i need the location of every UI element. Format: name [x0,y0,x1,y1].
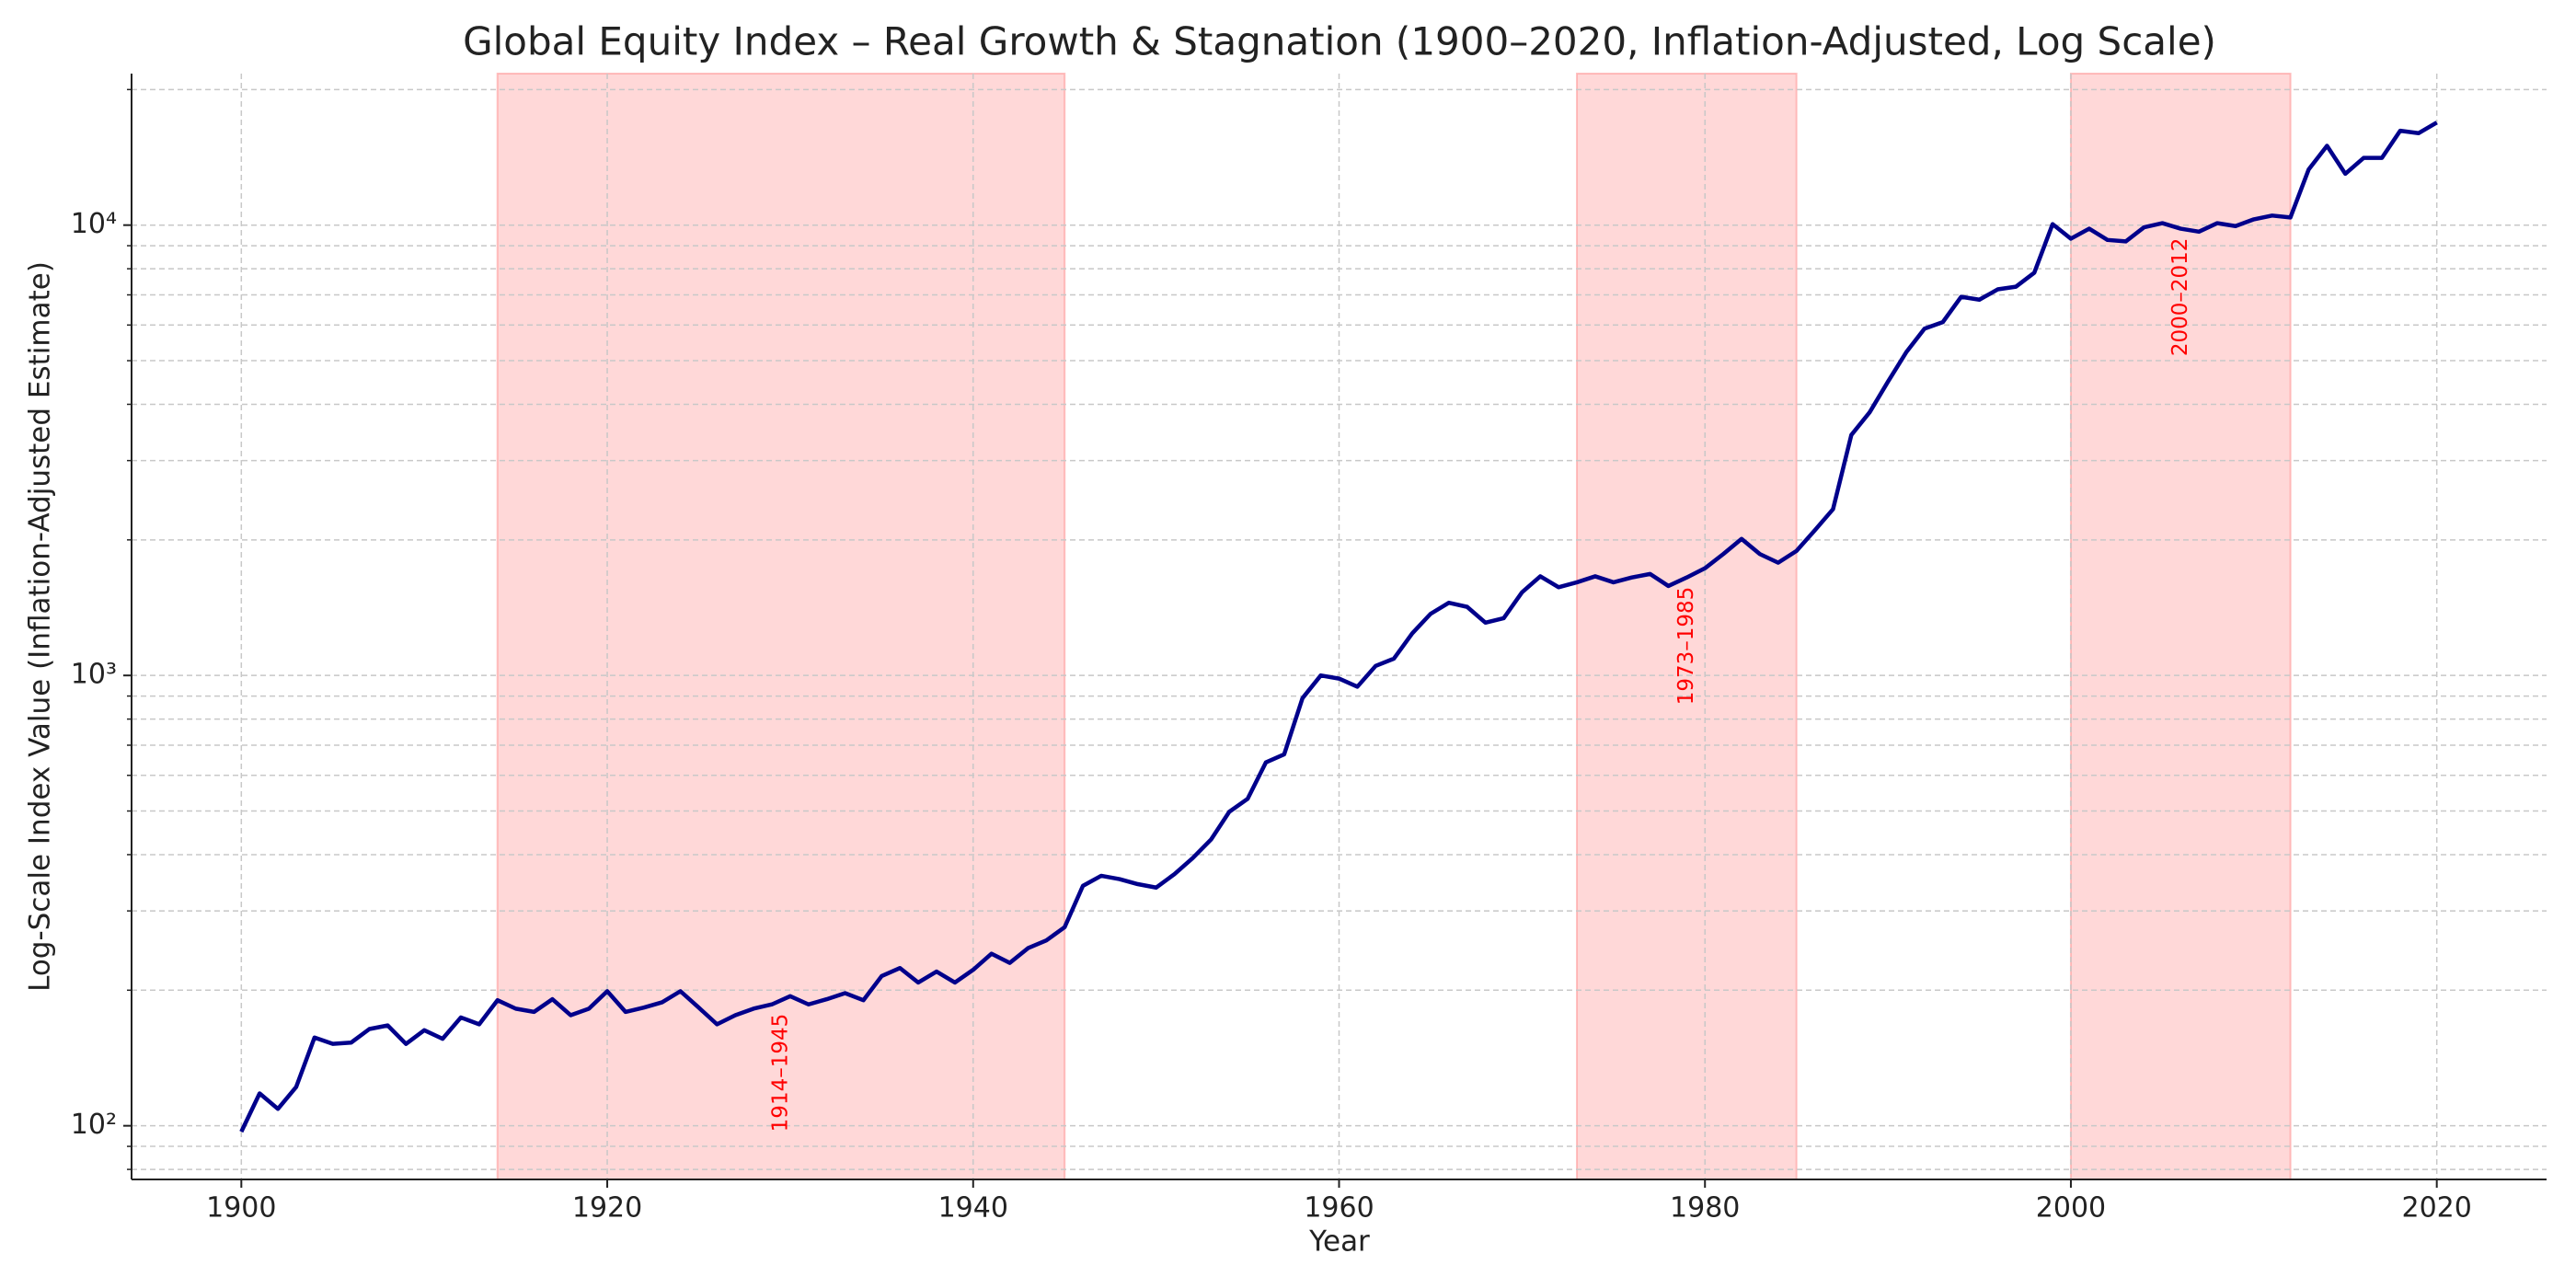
shaded-region [496,73,1066,1180]
x-tick-label: 1920 [572,1192,642,1225]
x-tick-label: 1940 [938,1192,1008,1225]
y-tick-label: 10⁴ [71,208,117,240]
y-tick-label: 10³ [71,659,117,691]
y-axis-label: Log-Scale Index Value (Inflation-Adjuste… [24,261,57,992]
x-tick-label: 2000 [2036,1192,2106,1225]
x-axis-label: Year [1308,1225,1370,1259]
shaded-region [1576,73,1798,1180]
y-tick-label: 10² [71,1109,117,1141]
shaded-region [2069,73,2292,1180]
region-label: 1914–1945 [768,1014,792,1133]
chart-title: Global Equity Index – Real Growth & Stag… [463,19,2216,64]
data-line [239,121,2438,1133]
region-label: 1973–1985 [1674,587,1698,706]
x-tick-label: 2020 [2402,1192,2472,1225]
region-label: 2000–2012 [2168,238,2192,357]
x-tick-label: 1900 [206,1192,276,1225]
x-tick-label: 1960 [1304,1192,1374,1225]
x-tick-label: 1980 [1670,1192,1740,1225]
